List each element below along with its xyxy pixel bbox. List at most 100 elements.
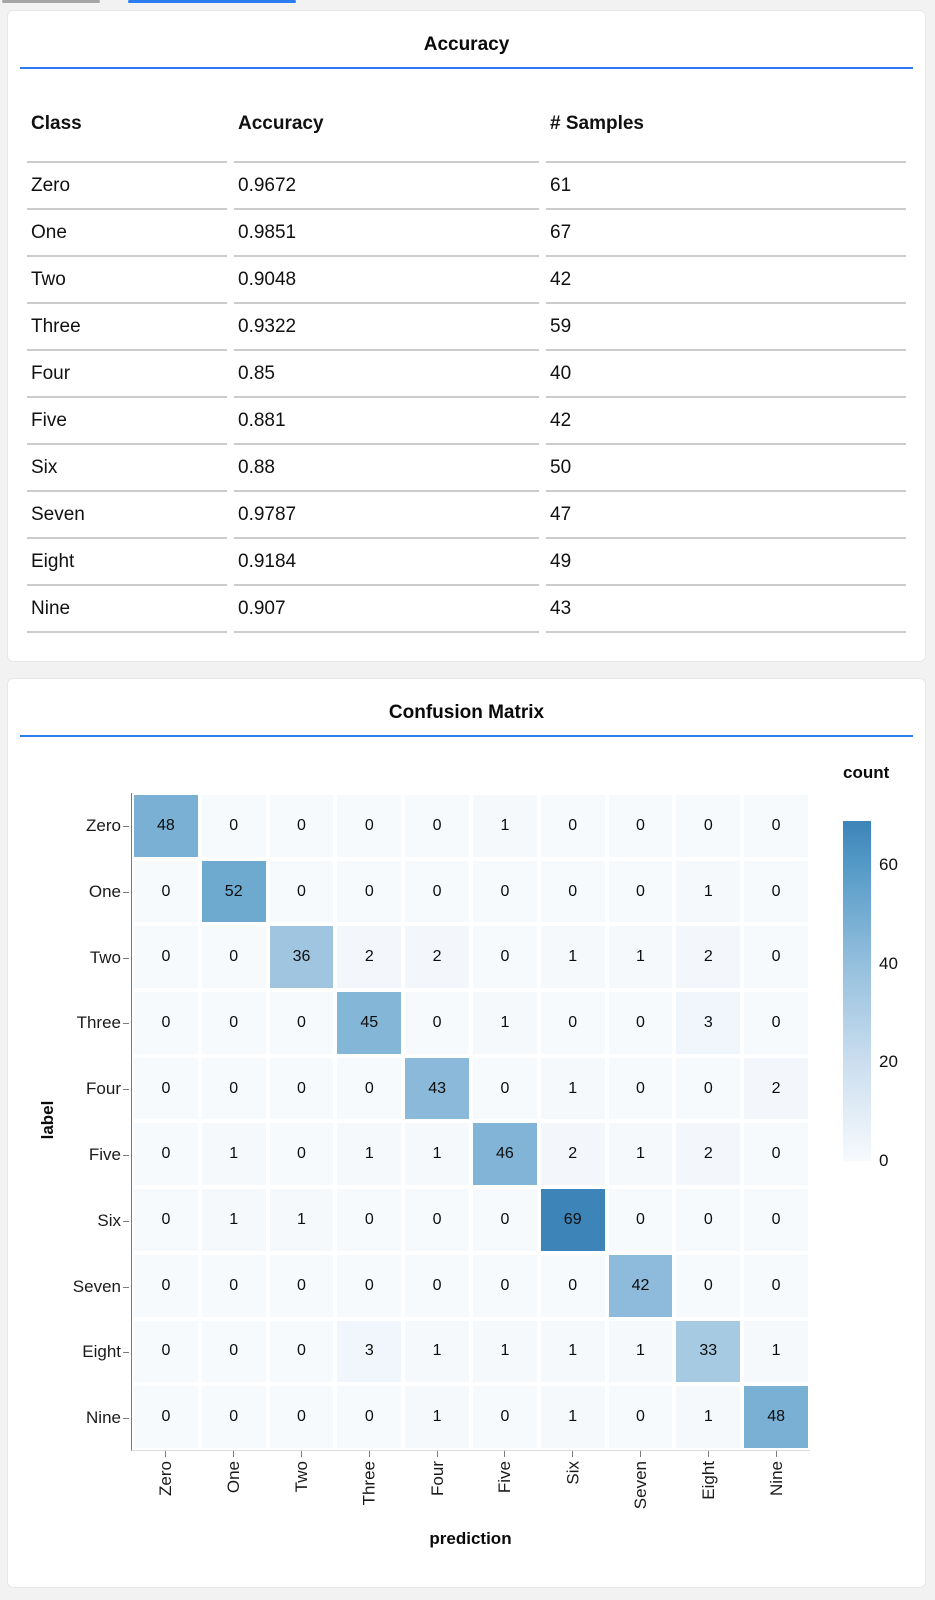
matrix-cell-value: 0 (540, 795, 605, 857)
matrix-cell: 43 (403, 1056, 471, 1122)
matrix-cell: 0 (132, 924, 200, 990)
tab-indicator-inactive[interactable] (2, 0, 100, 3)
matrix-cell-value: 45 (337, 992, 402, 1054)
matrix-cell-value: 1 (540, 1386, 605, 1448)
matrix-cell: 1 (742, 1319, 810, 1385)
matrix-cell-value: 2 (337, 926, 402, 989)
table-row: Two 0.9048 42 (27, 255, 906, 302)
matrix-cell-value: 1 (473, 1320, 537, 1383)
matrix-cell: 33 (674, 1319, 742, 1385)
legend-tick-label: 20 (879, 1052, 898, 1072)
matrix-cell: 0 (471, 1384, 539, 1450)
class-cell: Four (27, 349, 227, 396)
matrix-cell-value: 0 (201, 1254, 266, 1317)
matrix-cell: 1 (471, 793, 539, 859)
matrix-cell-value: 1 (744, 1320, 808, 1383)
matrix-cell: 0 (539, 1253, 607, 1319)
matrix-cell-value: 0 (269, 1320, 334, 1383)
matrix-cell: 45 (335, 990, 403, 1056)
matrix-cell-value: 33 (676, 1320, 741, 1383)
accuracy-cell: 0.881 (234, 396, 539, 443)
confusion-title-underline (20, 735, 913, 737)
x-axis-tick (301, 1451, 302, 1457)
matrix-cell-value: 0 (608, 1057, 673, 1120)
matrix-cell: 0 (471, 924, 539, 990)
matrix-cell: 0 (200, 793, 268, 859)
matrix-cell-value: 0 (473, 926, 537, 989)
accuracy-cell: 0.88 (234, 443, 539, 490)
matrix-cell-value: 0 (540, 992, 605, 1054)
matrix-cell: 3 (335, 1319, 403, 1385)
matrix-cell-value: 0 (744, 926, 808, 989)
accuracy-title-underline (20, 67, 913, 69)
matrix-cell: 0 (471, 1253, 539, 1319)
accuracy-panel: Accuracy Class Accuracy # Samples Zero 0.… (7, 10, 926, 662)
matrix-cell: 0 (335, 859, 403, 925)
accuracy-cell: 0.9184 (234, 537, 539, 584)
matrix-cell: 0 (403, 1187, 471, 1253)
matrix-cell: 0 (335, 793, 403, 859)
matrix-cell-value: 0 (269, 1254, 334, 1317)
matrix-cell-value: 43 (405, 1057, 469, 1120)
matrix-cell-value: 0 (337, 795, 402, 857)
y-axis-label: Four (86, 1079, 121, 1099)
matrix-cell: 0 (742, 990, 810, 1056)
table-row: Seven 0.9787 47 (27, 490, 906, 537)
table-row: Four 0.85 40 (27, 349, 906, 396)
matrix-cell-value: 46 (473, 1123, 537, 1186)
matrix-cell: 0 (335, 1056, 403, 1122)
samples-cell: 50 (546, 443, 906, 490)
matrix-cell-value: 0 (405, 860, 469, 923)
y-axis-label: Two (89, 947, 121, 967)
matrix-cell-value: 1 (608, 926, 673, 989)
matrix-cell: 0 (268, 793, 336, 859)
matrix-cell-value: 3 (337, 1320, 402, 1383)
matrix-cell: 0 (268, 990, 336, 1056)
samples-cell: 59 (546, 302, 906, 349)
matrix-cell-value: 0 (744, 992, 808, 1054)
matrix-cell: 0 (268, 1384, 336, 1450)
samples-cell: 42 (546, 396, 906, 443)
matrix-cell-value: 0 (337, 1057, 402, 1120)
matrix-cell-value: 0 (608, 795, 673, 857)
matrix-cell: 0 (403, 859, 471, 925)
x-axis-title: prediction (429, 1529, 512, 1548)
matrix-cell: 48 (742, 1384, 810, 1450)
matrix-cell: 1 (200, 1121, 268, 1187)
matrix-cell-value: 0 (337, 1254, 402, 1317)
matrix-cell-value: 0 (201, 926, 266, 989)
matrix-cell: 0 (200, 1384, 268, 1450)
matrix-cell-value: 1 (405, 1320, 469, 1383)
matrix-cell-value: 0 (337, 860, 402, 923)
confusion-matrix-heatmap: 48 0 0 0 0 1 0 0 0 0 0 52 0 0 0 0 0 0 1 0 0 0 36 2 2 0 1 1 2 0 0 0 0 45 0 1… (131, 793, 810, 1451)
matrix-cell-value: 0 (608, 1189, 673, 1251)
matrix-cell-value: 0 (473, 1189, 537, 1251)
matrix-cell: 0 (742, 924, 810, 990)
matrix-cell-value: 0 (676, 1189, 741, 1251)
matrix-cell: 0 (674, 793, 742, 859)
tab-indicator-active[interactable] (128, 0, 296, 3)
matrix-cell: 0 (607, 793, 675, 859)
matrix-cell: 1 (335, 1121, 403, 1187)
samples-cell: 42 (546, 255, 906, 302)
matrix-cell: 2 (674, 1121, 742, 1187)
matrix-cell-value: 2 (405, 926, 469, 989)
class-cell: Seven (27, 490, 227, 537)
matrix-cell-value: 0 (473, 1057, 537, 1120)
matrix-cell: 1 (403, 1121, 471, 1187)
matrix-cell-value: 0 (676, 1254, 741, 1317)
matrix-cell: 0 (539, 793, 607, 859)
matrix-cell-value: 0 (201, 1386, 266, 1448)
x-axis-tick (708, 1451, 709, 1457)
matrix-cell: 0 (268, 1121, 336, 1187)
matrix-cell-value: 2 (676, 926, 741, 989)
matrix-cell: 1 (539, 1056, 607, 1122)
matrix-cell-value: 52 (201, 860, 266, 923)
y-axis-tick (123, 958, 129, 959)
matrix-cell: 0 (335, 1187, 403, 1253)
matrix-cell-value: 0 (134, 1189, 198, 1251)
y-axis-label: Zero (86, 815, 121, 835)
matrix-cell-value: 0 (134, 860, 198, 923)
matrix-cell-value: 2 (744, 1057, 808, 1120)
matrix-cell: 52 (200, 859, 268, 925)
